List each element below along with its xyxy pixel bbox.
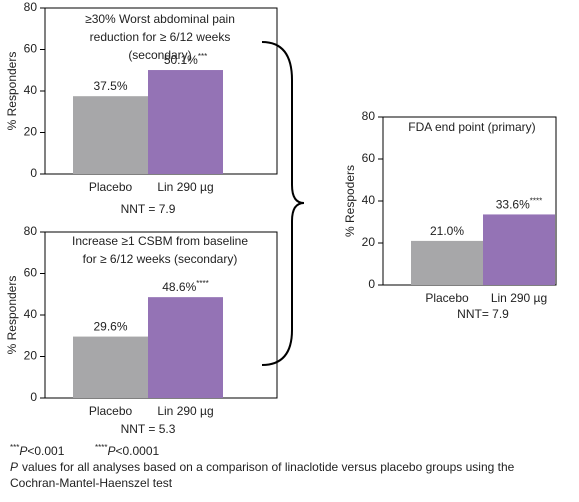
value-label: 50.1%*** <box>164 52 207 67</box>
value-label-text: 33.6% <box>496 198 530 212</box>
footnote-text: values for all analyses based on a compa… <box>22 460 515 474</box>
x-tick-label: Lin 290 µg <box>491 291 547 305</box>
y-axis-label: % Respoders <box>343 165 357 237</box>
nnt-note: NNT = 7.9 <box>121 202 176 216</box>
y-tick-label: 0 <box>30 390 37 404</box>
y-tick-label: 80 <box>24 0 38 14</box>
y-tick-label: 40 <box>24 83 38 97</box>
y-tick-label: 80 <box>362 109 376 123</box>
footnote-stars: **** <box>95 443 107 452</box>
chart-title: Increase ≥1 CSBM from baseline <box>72 234 248 248</box>
chart-title: FDA end point (primary) <box>408 120 535 134</box>
footnote-symbol: P <box>10 460 18 474</box>
chart-title: (secondary) <box>128 48 191 62</box>
bar <box>148 70 223 174</box>
y-tick-label: 20 <box>24 349 38 363</box>
y-axis-label: % Responders <box>5 52 19 131</box>
footnote-text: <0.0001 <box>115 444 159 458</box>
brace <box>261 41 305 366</box>
bar <box>73 336 148 398</box>
y-tick-label: 60 <box>24 42 38 56</box>
y-tick-label: 60 <box>362 151 376 165</box>
y-tick-label: 40 <box>362 193 376 207</box>
y-tick-label: 80 <box>24 224 38 238</box>
y-tick-label: 0 <box>368 277 375 291</box>
footnote: Cochran-Mantel-Haenszel test <box>10 476 173 490</box>
footnote-symbol: P <box>19 444 27 458</box>
footnote-symbol: P <box>107 444 115 458</box>
y-tick-label: 20 <box>362 235 376 249</box>
nnt-note: NNT= 7.9 <box>457 307 509 321</box>
y-tick-label: 60 <box>24 266 38 280</box>
value-label: 29.6% <box>93 320 127 334</box>
significance: *** <box>198 52 207 61</box>
bar <box>411 240 483 285</box>
value-label: 33.6%**** <box>496 197 542 212</box>
y-tick-label: 40 <box>24 307 38 321</box>
chart-title: reduction for ≥ 6/12 weeks <box>90 30 231 44</box>
x-tick-label: Placebo <box>89 180 133 194</box>
value-label: 48.6%**** <box>162 279 208 294</box>
x-tick-label: Lin 290 µg <box>157 404 213 418</box>
significance: **** <box>530 197 542 206</box>
significance: **** <box>196 279 208 288</box>
nnt-note: NNT = 5.3 <box>121 422 176 436</box>
value-label-text: 21.0% <box>430 224 464 238</box>
value-label-text: 50.1% <box>164 53 198 67</box>
value-label-text: 29.6% <box>93 320 127 334</box>
value-label-text: 48.6% <box>162 280 196 294</box>
value-label-text: 37.5% <box>93 79 127 93</box>
bar <box>483 214 555 285</box>
y-tick-label: 20 <box>24 125 38 139</box>
value-label: 21.0% <box>430 224 464 238</box>
footnote-stars: *** <box>10 443 19 452</box>
chart-title: for ≥ 6/12 weeks (secondary) <box>83 252 238 266</box>
bar <box>148 297 223 398</box>
x-tick-label: Lin 290 µg <box>157 180 213 194</box>
y-axis-label: % Responders <box>5 276 19 355</box>
chart-title: ≥30% Worst abdominal pain <box>85 12 235 26</box>
x-tick-label: Placebo <box>89 404 133 418</box>
bar <box>73 96 148 174</box>
value-label: 37.5% <box>93 79 127 93</box>
x-tick-label: Placebo <box>425 291 469 305</box>
y-tick-label: 0 <box>30 166 37 180</box>
footnote-text: <0.001 <box>27 444 64 458</box>
footnote: ***P<0.001 ****P<0.0001 <box>10 443 160 458</box>
